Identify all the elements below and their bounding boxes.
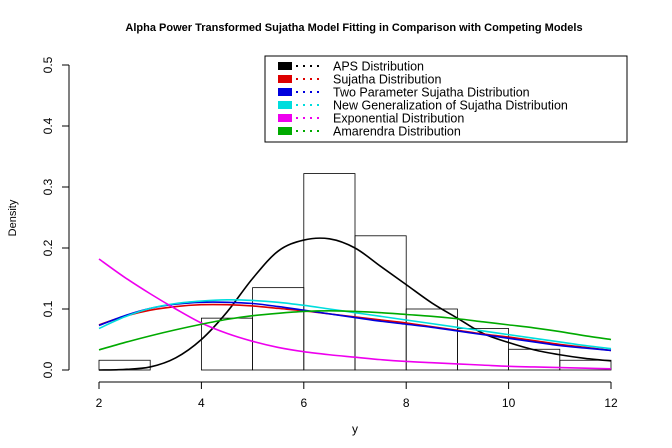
x-tick-label: 12 xyxy=(604,396,618,410)
legend-swatch xyxy=(278,62,292,70)
y-axis-label: Density xyxy=(7,199,19,236)
y-tick-label: 0.2 xyxy=(41,239,55,256)
legend-swatch xyxy=(278,88,292,96)
legend-entry: Two Parameter Sujatha Distribution xyxy=(333,86,530,100)
legend-entry: Amarendra Distribution xyxy=(333,125,461,139)
histogram-bar xyxy=(303,173,356,371)
x-axis-label: y xyxy=(352,422,358,436)
legend-entry: New Generalization of Sujatha Distributi… xyxy=(333,99,568,113)
series-line xyxy=(98,237,612,371)
x-tick-label: 10 xyxy=(502,396,516,410)
histogram-bar xyxy=(354,235,407,371)
axes: 2 4 6 8 10 12 0.0 0.1 0.2 0.3 0.4 0.5 xyxy=(41,56,618,410)
x-tick-label: 4 xyxy=(198,396,205,410)
series-line xyxy=(98,258,612,370)
legend-swatch xyxy=(278,75,292,83)
y-tick-label: 0.4 xyxy=(41,117,55,134)
legend-entry: Exponential Distribution xyxy=(333,112,464,126)
chart-title: Alpha Power Transformed Sujatha Model Fi… xyxy=(125,22,582,34)
legend-box xyxy=(264,55,628,143)
histogram-bar xyxy=(252,287,305,371)
x-tick-label: 8 xyxy=(403,396,410,410)
legend-swatch xyxy=(278,127,292,135)
x-tick-label: 6 xyxy=(300,396,307,410)
y-tick-label: 0.0 xyxy=(41,361,55,378)
legend-entry: APS Distribution xyxy=(333,60,424,74)
x-tick-label: 2 xyxy=(96,396,103,410)
y-tick-label: 0.3 xyxy=(41,178,55,195)
histogram-bar xyxy=(559,359,612,371)
legend-swatch xyxy=(278,114,292,122)
y-tick-label: 0.5 xyxy=(41,56,55,73)
density-lines xyxy=(98,237,612,371)
series-line xyxy=(98,299,612,350)
y-tick-label: 0.1 xyxy=(41,300,55,317)
legend-entry: Sujatha Distribution xyxy=(333,73,441,87)
series-line xyxy=(98,310,612,351)
legend-swatch xyxy=(278,101,292,109)
